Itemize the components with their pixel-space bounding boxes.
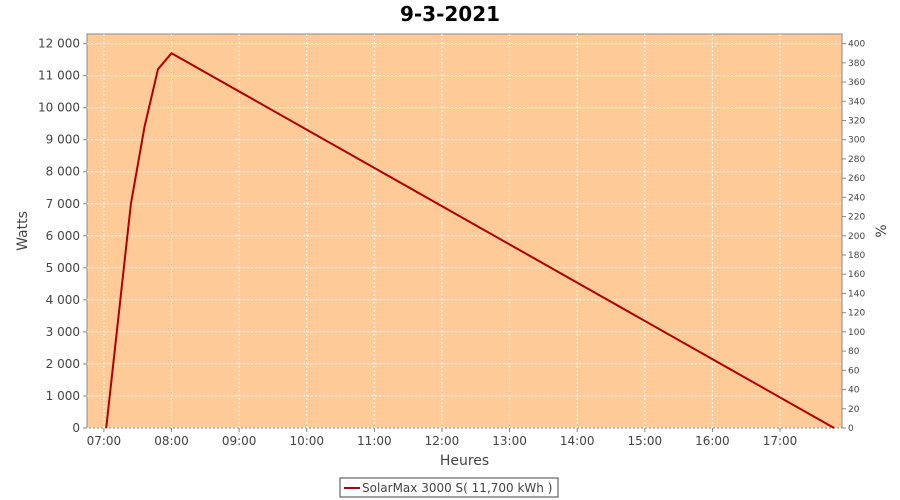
x-tick-label: 08:00 xyxy=(154,434,189,448)
y2-tick-label: 260 xyxy=(848,174,865,184)
grid xyxy=(87,34,842,429)
y-tick-label: 4 000 xyxy=(46,293,80,307)
y-tick-label: 0 xyxy=(72,421,80,435)
x-tick-label: 15:00 xyxy=(628,434,663,448)
y2-tick-label: 180 xyxy=(848,251,865,261)
legend-label: SolarMax 3000 S( 11,700 kWh ) xyxy=(362,481,552,495)
y2-tick-label: 40 xyxy=(848,386,860,396)
chart-title: 9-3-2021 xyxy=(400,2,500,26)
y2-tick-label: 120 xyxy=(848,309,865,319)
x-tick-label: 16:00 xyxy=(695,434,730,448)
y2-tick-label: 360 xyxy=(848,78,865,88)
legend-box xyxy=(339,477,559,498)
x-tick-label: 11:00 xyxy=(357,434,392,448)
y-tick-label: 11 000 xyxy=(38,69,80,83)
y-axis-label: Watts xyxy=(15,211,31,251)
y-tick-label: 3 000 xyxy=(46,325,80,339)
x-tick-label: 12:00 xyxy=(425,434,460,448)
y2-tick-label: 400 xyxy=(848,40,865,50)
y2-tick-label: 100 xyxy=(848,328,865,338)
legend: SolarMax 3000 S( 11,700 kWh ) xyxy=(339,477,559,498)
x-axis-label: Heures xyxy=(440,453,489,469)
y-tick-label: 9 000 xyxy=(46,133,80,147)
y-tick-label: 12 000 xyxy=(38,37,80,51)
y2-tick-label: 140 xyxy=(848,289,865,299)
y2-tick-label: 300 xyxy=(848,136,865,146)
x-tick-label: 17:00 xyxy=(763,434,798,448)
y-tick-label: 8 000 xyxy=(46,165,80,179)
y2-tick-label: 220 xyxy=(848,213,865,223)
x-tick-label: 09:00 xyxy=(222,434,257,448)
x-tick-label: 13:00 xyxy=(492,434,527,448)
y2-tick-label: 200 xyxy=(848,232,865,242)
y-tick-label: 7 000 xyxy=(46,197,80,211)
y2-tick-label: 240 xyxy=(848,193,865,203)
x-tick-label: 07:00 xyxy=(87,434,122,448)
y2-tick-label: 320 xyxy=(848,116,865,126)
y-tick-label: 6 000 xyxy=(46,229,80,243)
y2-axis-label: % xyxy=(874,224,890,237)
left-y-axis: 0 1 000 2 000 3 000 4 000 5 000 6 000 7 000 8 00… xyxy=(38,37,87,435)
y-tick-label: 2 000 xyxy=(46,357,80,371)
y2-tick-label: 280 xyxy=(848,155,865,165)
y2-tick-label: 340 xyxy=(848,97,865,107)
y2-tick-label: 60 xyxy=(848,366,860,376)
y-tick-label: 10 000 xyxy=(38,101,80,115)
y-tick-label: 1 000 xyxy=(46,389,80,403)
x-tick-label: 14:00 xyxy=(560,434,595,448)
y2-tick-label: 380 xyxy=(848,59,865,69)
y2-tick-label: 80 xyxy=(848,347,860,357)
right-y-axis: 0 20 40 60 80 100 120 140 160 180 200 220 240 260 280 3… xyxy=(842,40,865,434)
x-axis: 07:00 08:00 09:00 10:00 11:00 12:00 13:00 14:00… xyxy=(87,428,798,448)
y2-tick-label: 20 xyxy=(848,405,860,415)
series-line-0 xyxy=(105,52,835,429)
y2-tick-label: 0 xyxy=(848,424,854,434)
x-tick-label: 10:00 xyxy=(289,434,324,448)
y2-tick-label: 160 xyxy=(848,270,865,280)
y-tick-label: 5 000 xyxy=(46,261,80,275)
series-group xyxy=(105,52,835,429)
